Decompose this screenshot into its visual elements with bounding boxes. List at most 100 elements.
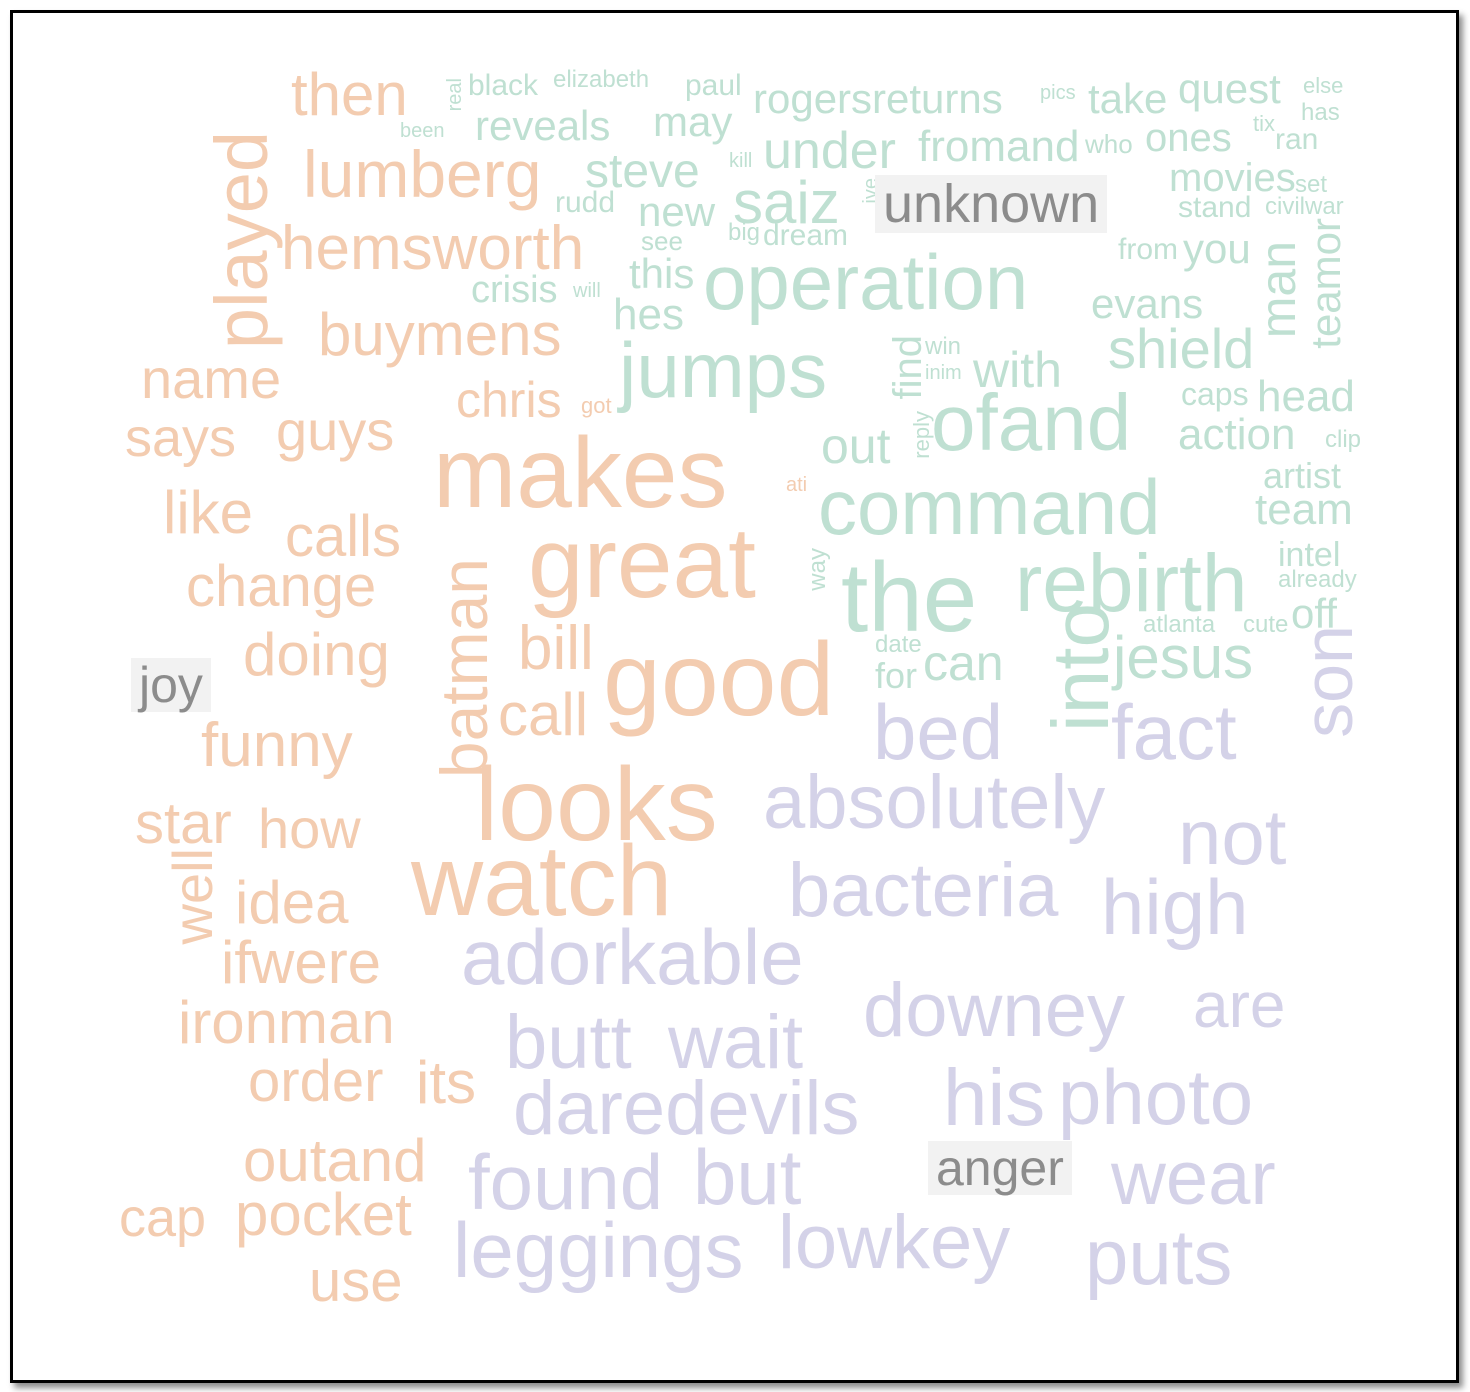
- word-funny: funny: [201, 711, 353, 780]
- word-not: not: [1178, 793, 1287, 881]
- word-absolutely: absolutely: [763, 760, 1106, 845]
- word-cloud: then lumberg played hemsworth buymens name say…: [13, 13, 1456, 1380]
- word-man: man: [1250, 241, 1306, 339]
- word-son: son: [1289, 625, 1367, 738]
- word-rogersreturns: rogersreturns: [753, 75, 1003, 122]
- cluster-label-anger: anger: [928, 1141, 1072, 1195]
- word-who: who: [1085, 129, 1133, 159]
- word-movies: movies: [1169, 156, 1296, 200]
- word-hemsworth: hemsworth: [281, 214, 585, 283]
- word-great: great: [528, 507, 756, 619]
- word-elizabeth: elizabeth: [553, 66, 650, 93]
- word-has: has: [1301, 99, 1340, 126]
- word-out: out: [821, 418, 891, 474]
- word-butt: butt: [505, 1000, 632, 1085]
- word-inim: inim: [925, 362, 962, 384]
- word-will: will: [573, 280, 601, 302]
- word-photo: photo: [1058, 1053, 1254, 1141]
- word-artist: artist: [1263, 455, 1342, 496]
- word-buymens: buymens: [318, 301, 562, 368]
- word-played: played: [200, 131, 283, 350]
- word-tix: tix: [1253, 111, 1275, 136]
- word-fact: fact: [1111, 688, 1237, 776]
- word-use: use: [309, 1249, 403, 1314]
- word-can: can: [923, 635, 1004, 691]
- word-like: like: [163, 479, 254, 546]
- word-its: its: [416, 1049, 476, 1116]
- word-see: see: [641, 226, 683, 256]
- word-cap: cap: [119, 1188, 207, 1248]
- word-daredevils: daredevils: [513, 1066, 860, 1151]
- word-bill: bill: [518, 614, 594, 683]
- word-head: head: [1257, 372, 1355, 421]
- word-puts: puts: [1085, 1213, 1233, 1301]
- word-win: win: [925, 333, 962, 360]
- word-star: star: [135, 791, 232, 856]
- word-dream: dream: [763, 219, 849, 252]
- word-idea: idea: [235, 869, 349, 936]
- word-ironman: ironman: [178, 989, 395, 1056]
- word-well: well: [161, 848, 224, 945]
- word-order: order: [248, 1049, 384, 1114]
- word-guys: guys: [276, 399, 395, 462]
- word-action: action: [1178, 410, 1296, 459]
- word-call: call: [498, 681, 589, 748]
- word-already: already: [1278, 566, 1357, 593]
- word-command: command: [818, 463, 1161, 551]
- word-quest: quest: [1178, 65, 1281, 112]
- word-clip: clip: [1325, 426, 1362, 453]
- word-but: but: [693, 1133, 802, 1221]
- word-then: then: [291, 61, 408, 128]
- word-got: got: [581, 393, 612, 418]
- word-caps: caps: [1181, 376, 1249, 412]
- word-are: are: [1193, 969, 1286, 1041]
- word-atlanta: atlanta: [1143, 611, 1216, 638]
- word-way: way: [804, 548, 831, 591]
- cluster-label-unknown: unknown: [875, 175, 1108, 233]
- word-leggings: leggings: [453, 1206, 744, 1294]
- word-set: set: [1295, 171, 1328, 198]
- cluster-label-joy: joy: [131, 658, 211, 712]
- word-off: off: [1291, 590, 1337, 637]
- word-fromand: fromand: [918, 122, 1080, 171]
- word-watch: watch: [411, 825, 673, 937]
- word-lowkey: lowkey: [778, 1200, 1011, 1285]
- word-may: may: [653, 98, 733, 145]
- word-under: under: [763, 122, 896, 180]
- word-steve: steve: [585, 145, 700, 198]
- word-cloud-frame: then lumberg played hemsworth buymens name say…: [10, 10, 1459, 1383]
- word-jumps: jumps: [619, 326, 828, 414]
- word-how: how: [258, 797, 361, 860]
- word-name: name: [141, 347, 282, 410]
- word-found: found: [468, 1138, 664, 1226]
- word-high: high: [1101, 863, 1249, 951]
- word-ofand: ofand: [931, 378, 1132, 467]
- word-paul: paul: [685, 69, 742, 102]
- word-black: black: [468, 69, 539, 102]
- word-doing: doing: [243, 621, 390, 688]
- word-take: take: [1088, 75, 1168, 122]
- word-intel: intel: [1278, 536, 1341, 574]
- word-batman: batman: [427, 558, 501, 779]
- word-pocket: pocket: [235, 1181, 412, 1248]
- word-rudd: rudd: [555, 186, 616, 219]
- word-adorkable: adorkable: [461, 913, 804, 1001]
- word-from: from: [1118, 233, 1178, 266]
- word-looks: looks: [475, 747, 718, 863]
- word-you: you: [1183, 225, 1251, 272]
- word-else: else: [1303, 73, 1344, 98]
- word-the: the: [841, 542, 978, 652]
- word-real: real: [444, 78, 466, 112]
- word-jesus: jesus: [1113, 624, 1254, 691]
- word-for: for: [875, 655, 918, 696]
- word-rebirth: rebirth: [1015, 538, 1248, 629]
- word-wait: wait: [668, 1000, 804, 1085]
- word-into: into: [1036, 603, 1125, 732]
- word-chris: chris: [456, 372, 562, 428]
- word-evans: evans: [1091, 280, 1204, 327]
- word-this: this: [629, 250, 695, 297]
- word-ati: ati: [786, 474, 808, 496]
- word-ran: ran: [1275, 123, 1319, 156]
- word-cute: cute: [1243, 611, 1289, 638]
- word-find: find: [886, 335, 930, 400]
